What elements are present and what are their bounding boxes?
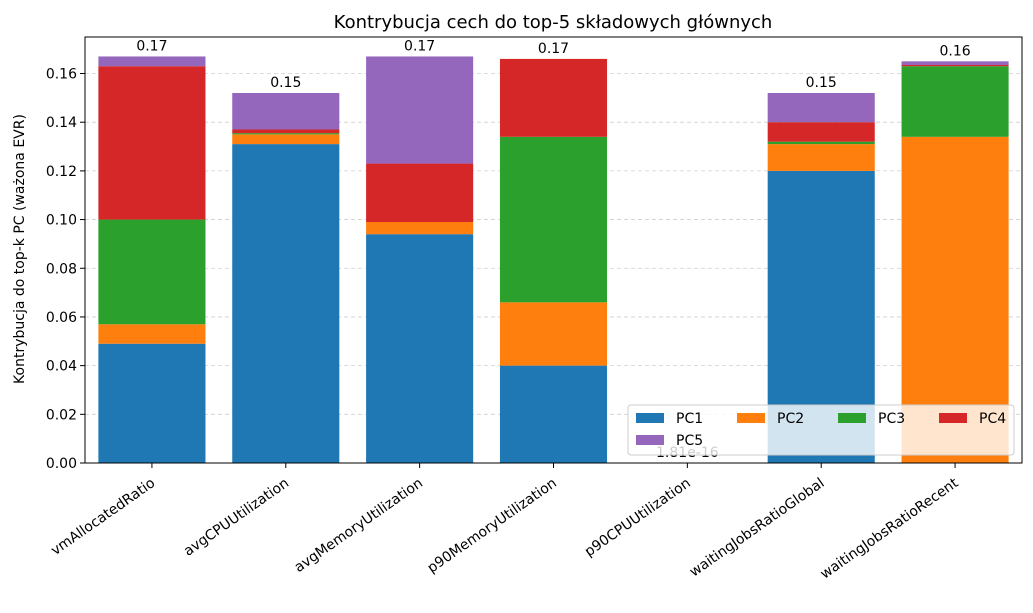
- bar-pc5-waitingJobsRatioGlobal: [767, 92, 875, 123]
- bar-pc4-waitingJobsRatioGlobal: [767, 122, 875, 142]
- legend-swatch-pc2: [737, 413, 765, 423]
- total-label: 0.15: [806, 75, 837, 91]
- x-ticks: vmAllocatedRatio avgCPUUtilization avgMemo…: [48, 463, 962, 582]
- x-tick-label: avgCPUUtilization: [181, 475, 292, 559]
- legend-swatch-pc4: [939, 413, 967, 423]
- bar-pc5-avgCPUUtilization: [232, 92, 340, 130]
- y-tick-label: 0.14: [46, 115, 77, 131]
- total-labels: 0.170.150.170.171.81e-160.150.16: [136, 38, 970, 461]
- bar-pc2-p90MemoryUtilization: [499, 302, 608, 366]
- x-tick-label: avgMemoryUtilization: [292, 475, 426, 576]
- legend-label-pc1: PC1: [676, 411, 703, 427]
- bar-pc1-vmAllocatedRatio: [98, 343, 206, 463]
- legend-box: [627, 404, 1015, 456]
- bar-pc4-avgCPUUtilization: [232, 129, 340, 134]
- bar-pc2-waitingJobsRatioGlobal: [767, 144, 875, 171]
- y-tick-label: 0.00: [46, 456, 77, 472]
- y-axis-label: Kontrybucja do top-k PC (ważona EVR): [12, 114, 28, 384]
- total-label: 0.17: [404, 38, 435, 54]
- y-ticks: 0.00 0.02 0.04 0.06 0.08 0.10 0.12 0.14 0.16: [46, 67, 85, 472]
- legend-swatch-pc3: [838, 413, 866, 423]
- y-tick-label: 0.06: [46, 310, 77, 326]
- bar-pc4-waitingJobsRatioRecent: [901, 64, 1009, 67]
- x-tick-label: p90MemoryUtilization: [425, 475, 560, 576]
- total-label: 0.17: [136, 38, 167, 54]
- x-tick-label: waitingJobsRatioGlobal: [687, 475, 828, 580]
- x-tick-label: vmAllocatedRatio: [48, 475, 158, 559]
- bar-pc3-waitingJobsRatioRecent: [901, 66, 1009, 137]
- legend-swatch-pc1: [636, 413, 664, 423]
- y-tick-label: 0.10: [46, 213, 77, 229]
- bar-pc2-avgMemoryUtilization: [366, 222, 474, 235]
- legend: PC1 PC2 PC3 PC4 PC5: [627, 404, 1015, 456]
- bar-pc3-p90MemoryUtilization: [499, 136, 608, 303]
- bar-pc4-avgMemoryUtilization: [366, 163, 474, 223]
- legend-swatch-pc5: [636, 435, 664, 445]
- legend-label-pc5: PC5: [676, 433, 703, 449]
- y-tick-label: 0.08: [46, 261, 77, 277]
- bar-pc3-waitingJobsRatioGlobal: [767, 141, 875, 145]
- y-tick-label: 0.02: [46, 407, 77, 423]
- bar-pc2-vmAllocatedRatio: [98, 324, 206, 344]
- bar-pc2-avgCPUUtilization: [232, 134, 340, 145]
- bar-pc4-vmAllocatedRatio: [98, 66, 206, 220]
- y-tick-label: 0.16: [46, 67, 77, 83]
- legend-label-pc2: PC2: [777, 411, 804, 427]
- total-label: 0.16: [939, 43, 970, 59]
- total-label: 0.15: [270, 75, 301, 91]
- y-tick-label: 0.12: [46, 164, 77, 180]
- total-label: 0.17: [538, 41, 569, 57]
- x-tick-label: waitingJobsRatioRecent: [818, 475, 962, 583]
- bar-pc4-p90MemoryUtilization: [499, 58, 608, 137]
- x-tick-label: p90CPUUtilization: [582, 475, 694, 560]
- bar-pc1-avgCPUUtilization: [232, 144, 340, 463]
- bar-pc5-waitingJobsRatioRecent: [901, 61, 1009, 65]
- legend-label-pc3: PC3: [878, 411, 905, 427]
- bars: [98, 56, 1009, 463]
- y-tick-label: 0.04: [46, 359, 77, 375]
- bar-pc3-avgCPUUtilization: [232, 133, 340, 135]
- bar-pc1-p90MemoryUtilization: [499, 365, 608, 463]
- legend-label-pc4: PC4: [979, 411, 1006, 427]
- bar-pc5-avgMemoryUtilization: [366, 56, 474, 164]
- bar-pc3-vmAllocatedRatio: [98, 219, 206, 325]
- bar-pc1-avgMemoryUtilization: [366, 234, 474, 463]
- chart-title: Kontrybucja cech do top-5 składowych głó…: [334, 12, 773, 33]
- bar-pc5-vmAllocatedRatio: [98, 56, 206, 67]
